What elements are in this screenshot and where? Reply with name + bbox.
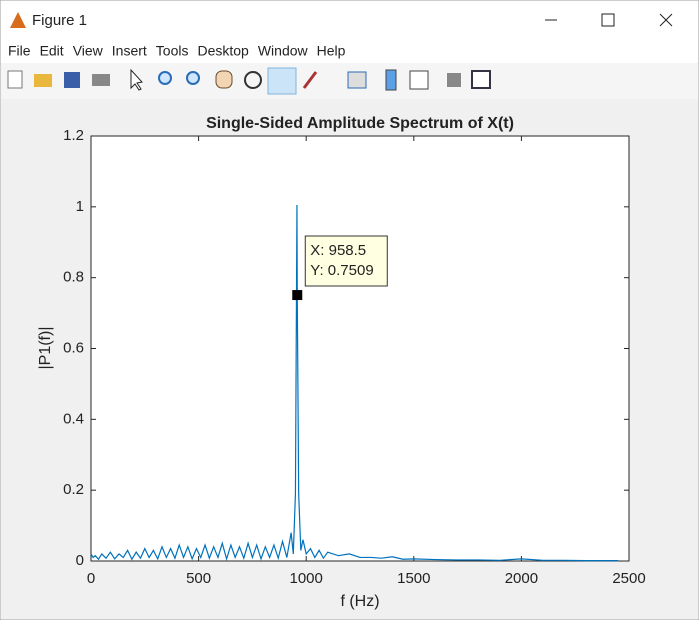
window-title: Figure 1 — [32, 12, 87, 29]
new-icon[interactable] — [7, 70, 23, 89]
datatip-box — [304, 235, 388, 287]
x-axis-label: f (Hz) — [340, 593, 379, 610]
pan-icon[interactable] — [215, 70, 233, 89]
menu-item[interactable]: Help — [317, 43, 346, 59]
maximize-button[interactable] — [601, 13, 615, 27]
menu-item[interactable]: Insert — [112, 43, 147, 59]
open-icon[interactable] — [34, 74, 52, 87]
menu-item[interactable]: Tools — [156, 43, 189, 59]
y-tick-label: 1.2 — [63, 127, 84, 144]
y-tick-label: 0.8 — [63, 269, 84, 286]
axes-box — [90, 135, 630, 562]
y-tick-label: 0.6 — [63, 339, 84, 356]
menu-item[interactable]: Window — [258, 43, 309, 59]
x-tick-label: 500 — [186, 570, 211, 587]
y-tick-label: 0.4 — [63, 410, 84, 427]
datatip-text: X: 958.5 — [310, 242, 366, 259]
print-icon[interactable] — [92, 74, 110, 86]
spectrum-line — [90, 205, 619, 562]
close-button[interactable] — [659, 13, 673, 27]
zoom-in-icon[interactable] — [158, 71, 172, 85]
menu-item[interactable]: Edit — [40, 43, 64, 59]
y-tick-label: 0.2 — [63, 481, 84, 498]
rotate-icon[interactable] — [244, 71, 262, 89]
zoom-out-icon[interactable] — [186, 71, 200, 85]
show-tools-icon[interactable] — [471, 70, 491, 89]
y-tick-label: 0 — [76, 552, 84, 569]
menu-item[interactable]: File — [8, 43, 31, 59]
brush-icon[interactable] — [302, 71, 318, 89]
x-tick-label: 2500 — [612, 570, 645, 587]
datatip-marker — [292, 290, 303, 301]
x-tick-label: 0 — [87, 570, 95, 587]
app-icon — [10, 12, 26, 28]
hide-tools-icon[interactable] — [447, 73, 461, 87]
datacursor-icon[interactable] — [267, 67, 297, 95]
x-tick-label: 2000 — [505, 570, 538, 587]
link-icon[interactable] — [347, 71, 367, 89]
select-icon[interactable] — [130, 68, 143, 91]
legend-icon[interactable] — [409, 70, 429, 90]
x-tick-label: 1500 — [397, 570, 430, 587]
datatip-text: Y: 0.7509 — [310, 262, 373, 279]
colorbar-icon[interactable] — [385, 69, 397, 91]
y-tick-label: 1 — [76, 198, 84, 215]
save-icon[interactable] — [64, 72, 80, 88]
chart-title: Single-Sided Amplitude Spectrum of X(t) — [206, 115, 514, 132]
menu-item[interactable]: Desktop — [197, 43, 249, 59]
y-axis-label: |P1(f)| — [37, 327, 54, 370]
toolbar-icons — [7, 67, 491, 95]
x-tick-label: 1000 — [290, 570, 323, 587]
menu-item[interactable]: View — [73, 43, 104, 59]
